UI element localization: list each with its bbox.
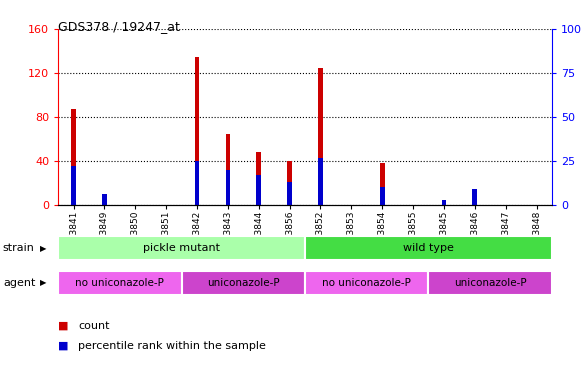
Text: ■: ■ — [58, 341, 69, 351]
Bar — [71, 166, 76, 205]
Bar — [181, 271, 305, 295]
Bar — [225, 170, 230, 205]
Bar — [58, 271, 181, 295]
Text: uniconazole-P: uniconazole-P — [207, 278, 279, 288]
Text: count: count — [78, 321, 110, 331]
Text: no uniconazole-P: no uniconazole-P — [76, 278, 164, 288]
Bar — [195, 57, 199, 205]
Bar — [71, 109, 76, 205]
Text: agent: agent — [3, 277, 35, 288]
Bar — [256, 175, 261, 205]
Text: ▶: ▶ — [40, 278, 46, 287]
Text: percentile rank within the sample: percentile rank within the sample — [78, 341, 266, 351]
Bar — [287, 182, 292, 205]
Text: ▶: ▶ — [40, 244, 46, 253]
Text: no uniconazole-P: no uniconazole-P — [322, 278, 411, 288]
Bar — [472, 189, 477, 205]
Bar — [102, 194, 107, 205]
Bar — [58, 236, 305, 260]
Bar — [442, 200, 446, 205]
Bar — [318, 157, 323, 205]
Bar — [380, 163, 385, 205]
Bar — [225, 134, 230, 205]
Bar — [195, 161, 199, 205]
Bar — [256, 152, 261, 205]
Bar — [380, 187, 385, 205]
Bar — [305, 271, 428, 295]
Bar — [102, 194, 107, 205]
Text: pickle mutant: pickle mutant — [143, 243, 220, 253]
Text: GDS378 / 19247_at: GDS378 / 19247_at — [58, 20, 180, 33]
Bar — [318, 68, 323, 205]
Bar — [287, 161, 292, 205]
Text: strain: strain — [3, 243, 35, 253]
Text: wild type: wild type — [403, 243, 454, 253]
Bar — [305, 236, 552, 260]
Bar — [428, 271, 552, 295]
Text: uniconazole-P: uniconazole-P — [454, 278, 526, 288]
Bar — [472, 190, 477, 205]
Text: ■: ■ — [58, 321, 69, 331]
